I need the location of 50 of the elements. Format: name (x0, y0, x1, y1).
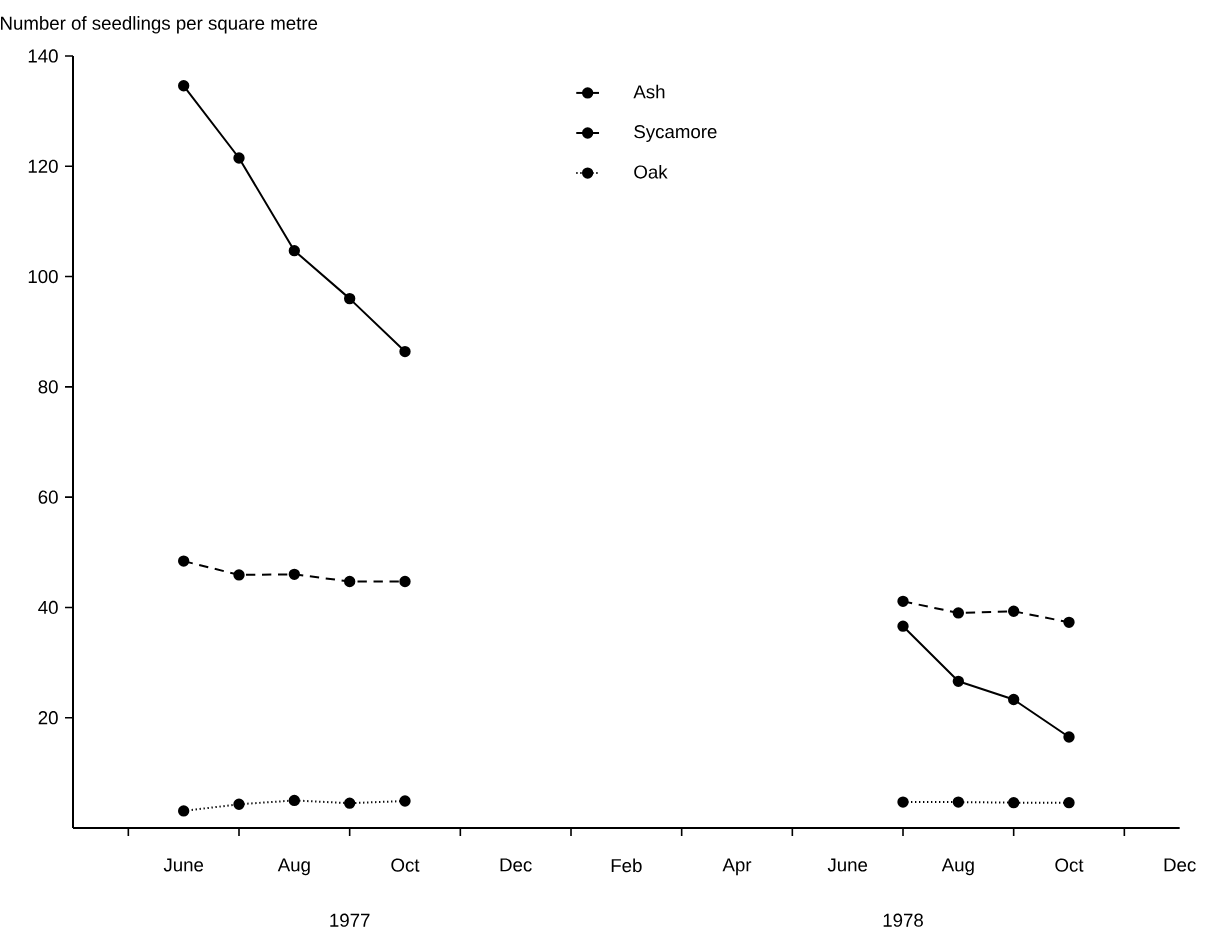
point (344, 575, 356, 588)
y-tick-label: 40 (38, 600, 58, 615)
x-tick-label: June (827, 858, 868, 872)
x-tick-label: Apr (722, 858, 752, 876)
point (344, 292, 356, 305)
y-tick-label: 140 (28, 49, 58, 63)
point (1008, 796, 1020, 809)
point (288, 568, 300, 581)
point (952, 675, 965, 687)
text: 1977 (330, 913, 370, 927)
x-tick-label: Oct (391, 858, 420, 872)
point (288, 244, 300, 257)
point (233, 152, 245, 164)
point (399, 575, 411, 588)
point (952, 796, 965, 808)
x-tick-label: Aug (277, 858, 310, 876)
point (1008, 605, 1020, 617)
y-tick-label: 100 (28, 269, 58, 284)
point (1063, 796, 1075, 809)
point (1008, 693, 1020, 706)
x-tick-label: Aug (941, 858, 974, 876)
legend-label: Ash (633, 84, 665, 99)
x-tick-label: Oct (1055, 858, 1084, 872)
point (952, 607, 965, 619)
point (233, 569, 245, 581)
y-tick-label: 20 (38, 711, 58, 725)
y-tick-label: 80 (38, 380, 58, 394)
y-tick-label: 60 (38, 490, 58, 504)
point (344, 797, 356, 809)
legend-label: Oak (634, 164, 668, 179)
point (1063, 616, 1075, 628)
point (897, 595, 909, 608)
point (233, 798, 245, 810)
x-tick-label: Dec (500, 858, 532, 872)
point (897, 620, 909, 632)
point (897, 796, 909, 808)
point (178, 555, 190, 567)
x-tick-label: Feb (611, 858, 642, 873)
text: 1978 (883, 913, 923, 927)
legend-label: Sycamore (634, 125, 717, 142)
point (178, 80, 190, 92)
point (399, 345, 411, 358)
point (178, 805, 190, 817)
point (399, 795, 411, 807)
x-tick-label: Dec (1164, 858, 1196, 872)
point (1063, 731, 1075, 743)
y-tick-label: 120 (28, 159, 58, 173)
point (288, 794, 300, 807)
x-tick-label: June (163, 858, 204, 872)
y-axis-title: Number of seedlings per square metre (1, 16, 318, 34)
